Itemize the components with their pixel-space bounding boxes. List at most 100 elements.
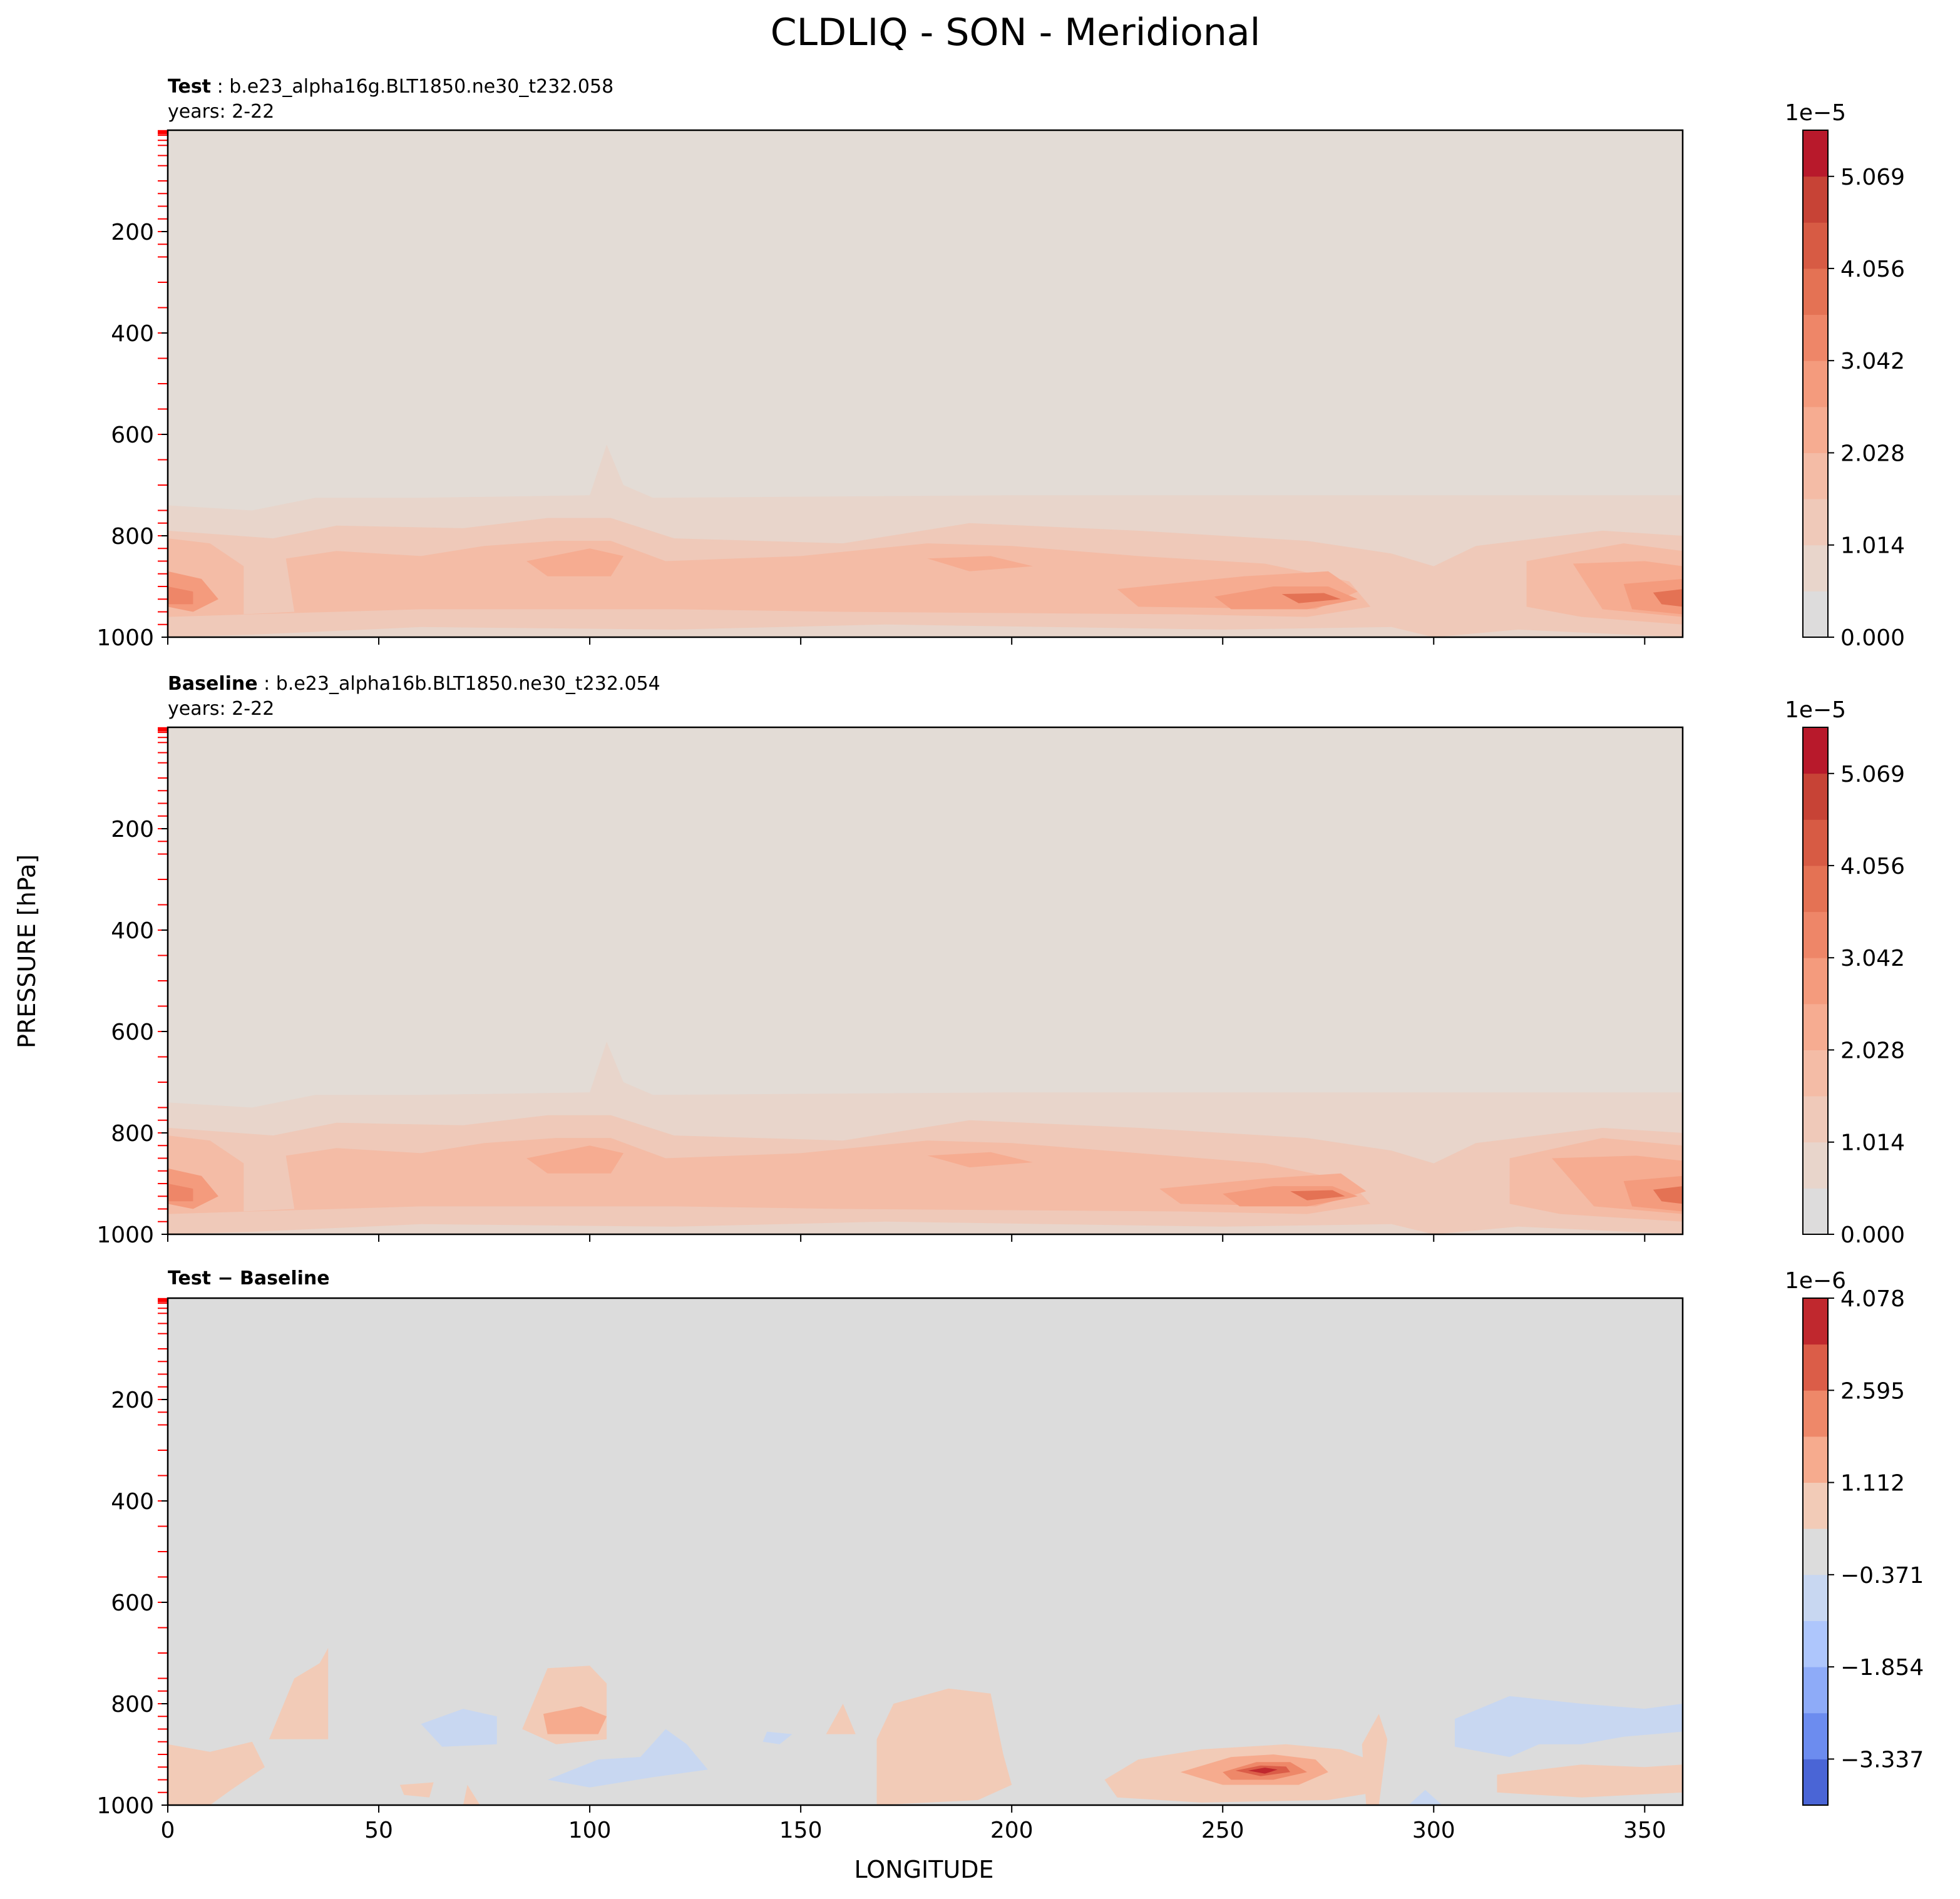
colorbar-segment <box>1803 727 1828 774</box>
colorbar-tick-label: 2.028 <box>1840 1038 1905 1063</box>
colorbar-tick-label: 1.014 <box>1840 533 1905 559</box>
x-tick-label: 250 <box>1201 1818 1244 1843</box>
figure-title: CLDLIQ - SON - Meridional <box>771 11 1261 54</box>
y-tick-label: 600 <box>111 1590 154 1616</box>
contour-region <box>1623 578 1683 615</box>
y-tick-label: 400 <box>111 321 154 347</box>
x-tick-label: 0 <box>161 1818 175 1843</box>
colorbar-exponent: 1e−6 <box>1785 1268 1846 1294</box>
colorbar-segment <box>1803 1620 1828 1667</box>
contour-region <box>168 1135 1371 1214</box>
colorbar-segment <box>1803 773 1828 820</box>
contour-region <box>1497 1764 1683 1798</box>
contour-region <box>1653 1186 1683 1204</box>
colorbar-segment <box>1803 499 1828 546</box>
colorbar-segment <box>1803 1050 1828 1097</box>
contour-region <box>1455 1696 1683 1758</box>
contour-region <box>1281 593 1341 603</box>
y-axis-label: PRESSURE [hPa] <box>13 854 41 1048</box>
colorbar-segment <box>1803 1003 1828 1050</box>
contour-region <box>927 1152 1033 1168</box>
x-tick-label: 100 <box>568 1818 612 1843</box>
y-tick-label: 800 <box>111 1692 154 1717</box>
x-tick-label: 150 <box>779 1818 823 1843</box>
panel-test: 200 400 600 800 1000 Test : b.e23_alpha16g.BL… <box>96 76 1905 651</box>
colorbar-segment <box>1803 1436 1828 1483</box>
contour-region <box>168 1184 193 1202</box>
colorbar-segment <box>1803 1667 1828 1714</box>
contour-region <box>1290 1190 1345 1200</box>
colorbar-segment <box>1803 1574 1828 1621</box>
colorbar-segment <box>1803 1528 1828 1575</box>
y-tick-label: 800 <box>111 524 154 550</box>
colorbar-segment <box>1803 1482 1828 1529</box>
colorbar-tick-label: 5.069 <box>1840 165 1905 190</box>
colorbar-tick-label: 3.042 <box>1840 349 1905 374</box>
x-tick-label: 300 <box>1412 1818 1455 1843</box>
contour-region <box>1248 1768 1278 1774</box>
y-tick-label: 1000 <box>96 1222 154 1248</box>
colorbar-segment <box>1803 545 1828 591</box>
contour-region <box>547 1729 708 1788</box>
colorbar-exponent: 1e−5 <box>1785 697 1846 723</box>
colorbar-exponent: 1e−5 <box>1785 100 1846 126</box>
contour-region <box>1362 1714 1388 1805</box>
panel-title: Test − Baseline <box>168 1267 330 1289</box>
colorbar-segment <box>1803 222 1828 269</box>
colorbar-tick-label: 5.069 <box>1840 762 1905 787</box>
colorbar-tick-label: −1.854 <box>1840 1655 1924 1681</box>
y-tick-label: 1000 <box>96 625 154 651</box>
y-tick-label: 600 <box>111 422 154 448</box>
colorbar-segment <box>1803 1390 1828 1437</box>
colorbar-frame <box>1802 727 1829 1235</box>
contour-region <box>1408 1789 1442 1805</box>
colorbar-tick-label: 1.112 <box>1840 1471 1905 1497</box>
colorbar-tick-label: −0.371 <box>1840 1563 1924 1589</box>
colorbar-segment <box>1803 268 1828 315</box>
contour-region <box>927 556 1033 571</box>
colorbar-segment <box>1803 1188 1828 1235</box>
contour-region <box>526 548 623 576</box>
plot-frame <box>167 129 1684 638</box>
colorbar-segment <box>1803 361 1828 407</box>
contour-region <box>876 1688 1012 1805</box>
y-tick-label: 200 <box>111 220 154 245</box>
contour-region <box>421 1709 497 1747</box>
plot-frame <box>167 1297 1684 1806</box>
contour-region <box>463 1784 480 1805</box>
colorbar-segment <box>1803 1096 1828 1143</box>
colorbar-tick-label: −3.337 <box>1840 1747 1924 1773</box>
colorbar-segment <box>1803 1298 1828 1345</box>
plot-frame <box>167 726 1684 1236</box>
x-tick-label: 350 <box>1623 1818 1666 1843</box>
colorbar-segment <box>1803 1712 1828 1759</box>
contour-region <box>543 1706 607 1734</box>
colorbar-segment <box>1803 1759 1828 1806</box>
contour-region <box>1214 586 1358 610</box>
x-axis-label: LONGITUDE <box>854 1856 993 1883</box>
panel-baseline: 200 400 600 800 1000 Baseline : b.e23_alpha16… <box>96 673 1905 1248</box>
colorbar-tick-label: 0.000 <box>1840 1222 1905 1248</box>
panel-title: Test : b.e23_alpha16g.BLT1850.ne30_t232.… <box>168 76 613 98</box>
panel-difference: 200 400 600 800 1000 0 50 100 150 200 250 300 350 Tes… <box>96 1267 1924 1843</box>
contour-region <box>168 586 193 605</box>
colorbar-tick-label: 1.014 <box>1840 1130 1905 1156</box>
y-tick-label: 1000 <box>96 1793 154 1819</box>
colorbar-segment <box>1803 130 1828 177</box>
contour-region <box>826 1704 856 1734</box>
contour-region <box>168 1741 265 1805</box>
y-tick-label: 200 <box>111 1388 154 1413</box>
colorbar-tick-label: 3.042 <box>1840 946 1905 971</box>
contour-region <box>526 1145 623 1174</box>
colorbar-segment <box>1803 591 1828 638</box>
panel-years: years: 2-22 <box>168 698 274 720</box>
colorbar-segment <box>1803 865 1828 913</box>
y-tick-label: 800 <box>111 1121 154 1147</box>
y-tick-label: 400 <box>111 918 154 944</box>
colorbar-segment <box>1803 176 1828 223</box>
x-tick-label: 50 <box>364 1818 393 1843</box>
colorbar-frame <box>1802 130 1829 638</box>
colorbar-segment <box>1803 911 1828 958</box>
colorbar-tick-label: 2.595 <box>1840 1378 1905 1404</box>
